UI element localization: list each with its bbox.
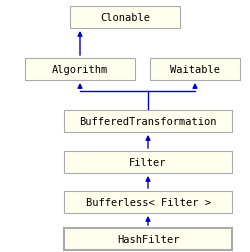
Bar — [64, 151, 232, 173]
Text: Algorithm: Algorithm — [52, 65, 108, 75]
Bar — [64, 111, 232, 133]
Text: Waitable: Waitable — [170, 65, 220, 75]
Text: HashFilter: HashFilter — [117, 234, 179, 244]
Text: Bufferless< Filter >: Bufferless< Filter > — [86, 197, 210, 207]
Text: Filter: Filter — [129, 158, 167, 167]
Text: BufferedTransformation: BufferedTransformation — [79, 116, 217, 127]
Text: Clonable: Clonable — [100, 13, 150, 23]
Bar — [150, 59, 240, 81]
Bar — [25, 59, 135, 81]
Bar — [70, 7, 180, 29]
Bar — [64, 228, 232, 250]
Bar — [64, 191, 232, 213]
